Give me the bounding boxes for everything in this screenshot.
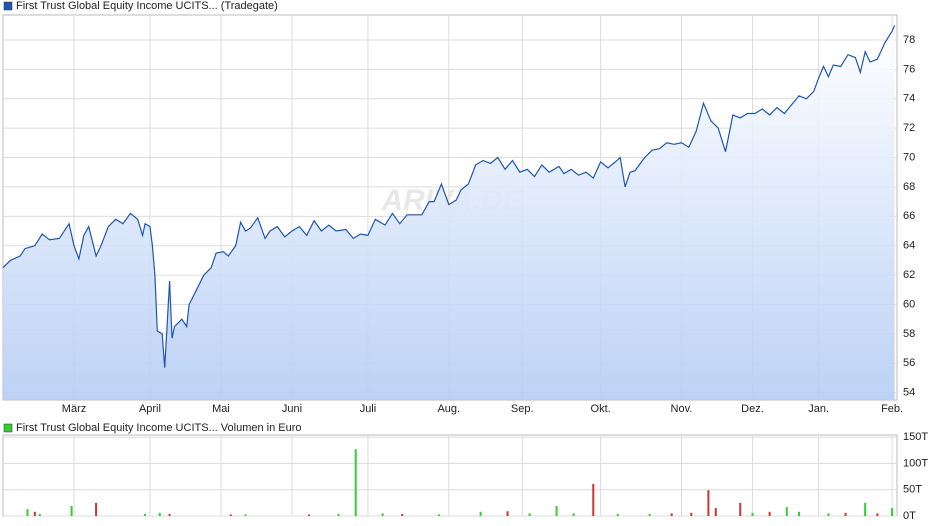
y-tick-label: 0T (903, 510, 916, 522)
volume-bar (891, 508, 894, 516)
y-tick-label: 70 (903, 151, 915, 163)
volume-bar (158, 512, 161, 516)
x-tick-label: Dez. (741, 403, 764, 415)
volume-bar (739, 502, 742, 516)
y-tick-label: 60 (903, 298, 915, 310)
volume-bar (768, 511, 771, 516)
volume-bar (864, 502, 867, 516)
x-tick-label: Juli (360, 403, 377, 415)
volume-bar (38, 513, 41, 516)
volume-bar (616, 513, 619, 516)
volume-bar (70, 506, 73, 516)
volume-bar (95, 502, 98, 516)
volume-bar (555, 506, 558, 516)
x-tick-label: Nov. (671, 403, 693, 415)
x-tick-label: Jan. (808, 403, 829, 415)
volume-bar (798, 511, 801, 516)
volume-panel: First Trust Global Equity Income UCITS..… (2, 422, 928, 522)
volume-bar (648, 513, 651, 516)
volume-bar (506, 511, 509, 516)
y-tick-label: 100T (903, 457, 928, 469)
y-tick-label: 58 (903, 328, 915, 340)
y-tick-label: 150T (903, 431, 928, 443)
area (3, 25, 895, 401)
volume-bar (714, 508, 717, 516)
legend-label: First Trust Global Equity Income UCITS..… (16, 0, 278, 12)
volume-bar (354, 449, 357, 516)
y-tick-label: 78 (903, 34, 915, 46)
volume-bar (707, 490, 710, 516)
volume-bar (528, 513, 531, 516)
volume-bar (785, 507, 788, 516)
y-tick-label: 64 (903, 240, 915, 252)
plot-frame (2, 434, 898, 517)
y-tick-label: 76 (903, 63, 915, 75)
legend-label: First Trust Global Equity Income UCITS..… (16, 422, 302, 434)
y-tick-label: 66 (903, 210, 915, 222)
volume-bar (337, 513, 340, 516)
x-tick-label: Sep. (511, 403, 534, 415)
y-tick-label: 74 (903, 93, 915, 105)
price-panel: First Trust Global Equity Income UCITS..… (2, 0, 915, 415)
volume-bar (381, 513, 384, 516)
volume-bar (26, 509, 29, 516)
legend-swatch (3, 423, 13, 433)
volume-bar (144, 513, 147, 516)
x-tick-label: Juni (282, 403, 302, 415)
volume-bar (308, 514, 311, 516)
x-tick-label: Aug. (437, 403, 460, 415)
volume-bar (827, 513, 830, 516)
volume-bar (844, 512, 847, 516)
volume-bar (670, 513, 673, 516)
x-tick-label: Okt. (591, 403, 611, 415)
volume-bar (244, 514, 247, 516)
x-tick-label: März (62, 403, 86, 415)
volume-bar (479, 511, 482, 516)
volume-bar (401, 513, 404, 516)
volume-bar (876, 513, 879, 516)
x-tick-label: Feb. (881, 403, 903, 415)
y-tick-label: 62 (903, 269, 915, 281)
y-tick-label: 72 (903, 122, 915, 134)
volume-bar (592, 483, 595, 516)
legend-swatch (3, 1, 13, 11)
volume-bar (690, 512, 693, 516)
y-tick-label: 68 (903, 181, 915, 193)
y-tick-label: 56 (903, 357, 915, 369)
price-line (2, 25, 896, 368)
x-tick-label: April (139, 403, 161, 415)
volume-bar (572, 513, 575, 516)
volume-bar (168, 513, 171, 516)
volume-bar (751, 512, 754, 516)
volume-bar (229, 514, 232, 516)
y-tick-label: 50T (903, 484, 922, 496)
y-tick-label: 54 (903, 387, 915, 399)
volume-bar (437, 514, 440, 516)
volume-bar (33, 511, 36, 516)
x-tick-label: Mai (212, 403, 230, 415)
